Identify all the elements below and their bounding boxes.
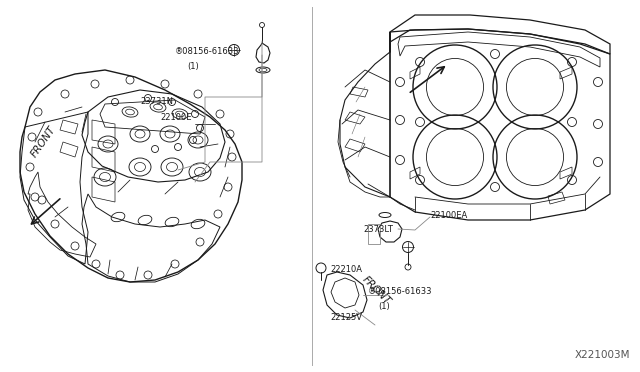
Text: 22125V: 22125V [330, 314, 362, 323]
Text: ®08156-61633: ®08156-61633 [175, 48, 239, 57]
Text: 22100EA: 22100EA [430, 211, 467, 219]
Text: 22100E: 22100E [160, 113, 191, 122]
Text: 23731N: 23731N [140, 97, 173, 106]
Text: (1): (1) [187, 62, 199, 71]
Text: ®08156-61633: ®08156-61633 [368, 286, 433, 295]
Text: X221003M: X221003M [575, 350, 630, 360]
Text: 2373LT: 2373LT [363, 225, 393, 234]
Text: (1): (1) [378, 301, 390, 311]
Text: FRONT: FRONT [360, 274, 392, 306]
Text: 22210A: 22210A [330, 266, 362, 275]
Text: FRONT: FRONT [29, 124, 58, 159]
